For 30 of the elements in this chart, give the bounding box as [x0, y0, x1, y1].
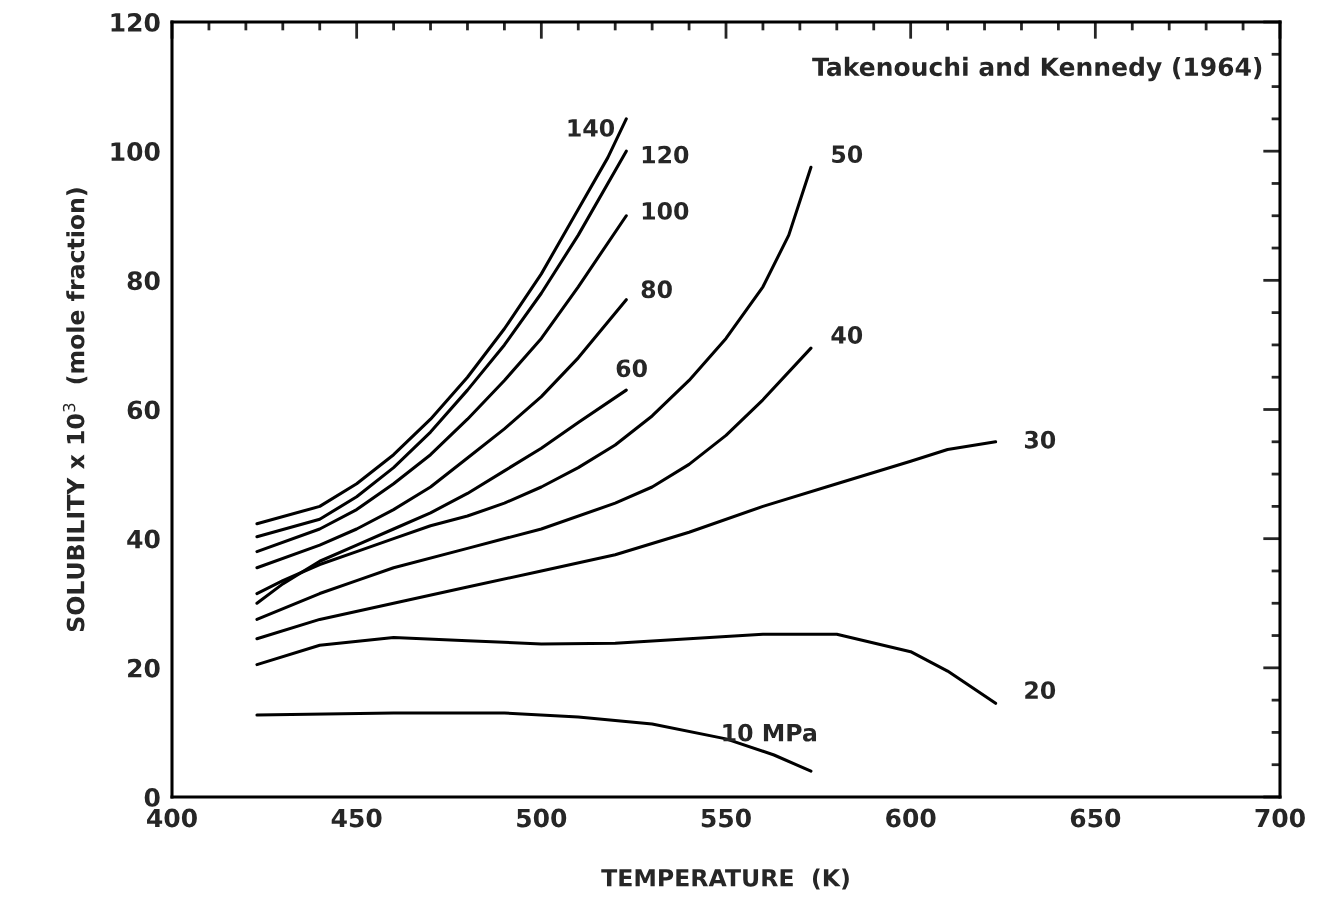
line-series: [255, 632, 998, 705]
x-axis-title: TEMPERATURE (K): [601, 868, 849, 890]
line-series: [255, 346, 813, 621]
series-label: 80: [641, 280, 672, 299]
series-label: 50: [832, 145, 863, 164]
x-tick-label: 700: [1255, 808, 1305, 828]
line-series: [255, 440, 998, 641]
y-tick-label: 120: [111, 12, 160, 32]
series-label: 10 MPa: [723, 723, 817, 742]
y-tick-label: 60: [127, 400, 160, 420]
annotation: Takenouchi and Kennedy (1964): [812, 56, 1262, 82]
y-tick-label: 20: [128, 658, 160, 678]
y-tick-label: 40: [127, 529, 160, 549]
series-label: 20: [1025, 681, 1056, 700]
x-tick-label: 550: [701, 808, 751, 828]
series-label: 30: [1024, 430, 1056, 449]
text: SOLUBILITY x 10$^{3}$ (mole fraction): [62, 188, 88, 632]
y-tick-label: 80: [127, 271, 160, 291]
x-tick-label: 500: [517, 808, 567, 828]
series-label: 60: [616, 359, 647, 378]
series-label: 120: [642, 145, 689, 164]
series-label: 40: [831, 326, 863, 344]
x-tick-label: 650: [1070, 808, 1121, 828]
series-label: 140: [568, 118, 615, 137]
x-tick-label: 400: [147, 808, 197, 828]
x-tick-label: 600: [886, 808, 936, 828]
y-tick-label: 100: [111, 142, 160, 162]
series-label: 100: [642, 201, 689, 220]
y-tick-label: 0: [144, 787, 160, 807]
x-tick-label: 450: [331, 808, 382, 828]
